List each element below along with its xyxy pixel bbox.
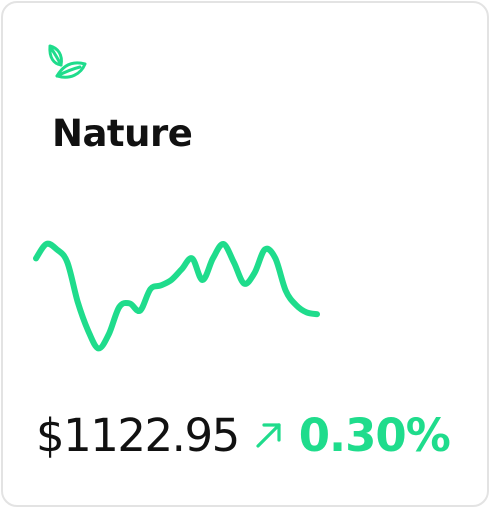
price-value: $1122.95 — [36, 408, 240, 462]
price-change: 0.30% — [298, 408, 451, 462]
price-row: $1122.95 0.30% — [36, 403, 451, 467]
arrow-up-right-icon — [256, 423, 281, 448]
leaf-icon — [48, 44, 87, 79]
asset-title: Nature — [52, 112, 193, 155]
